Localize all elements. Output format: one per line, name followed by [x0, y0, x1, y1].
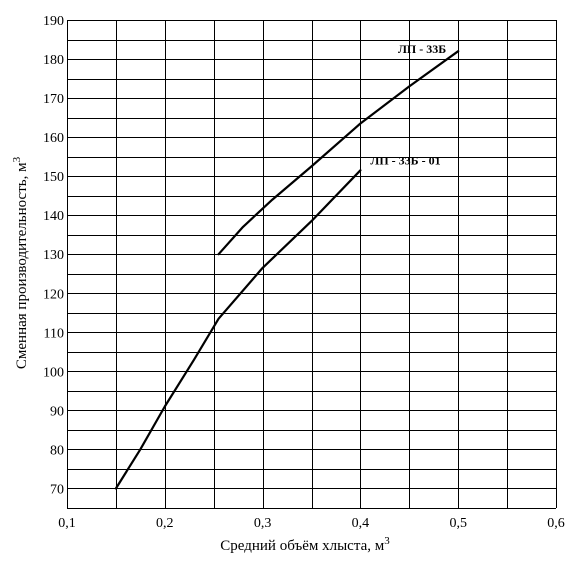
x-axis-title: Средний объём хлыста, м3 [220, 535, 390, 554]
y-tick-label: 160 [43, 131, 64, 146]
x-tick-label: 0,2 [156, 516, 174, 531]
y-tick-labels: 70 80 90 100 110 120 130 140 150 160 170 180 190 [43, 14, 64, 497]
y-tick-label: 100 [43, 365, 64, 380]
x-tick-label: 0,5 [449, 516, 467, 531]
x-tick-label: 0,3 [254, 516, 272, 531]
y-tick-label: 170 [43, 92, 64, 107]
y-tick-label: 150 [43, 170, 64, 185]
y-axis-title: Сменная производительность, м3 [11, 156, 30, 369]
y-tick-label: 130 [43, 248, 64, 263]
grid [67, 20, 557, 509]
x-tick-label: 0,1 [58, 516, 76, 531]
x-tick-label: 0,4 [352, 516, 370, 531]
x-tick-labels: 0,1 0,2 0,3 0,4 0,5 0,6 [58, 516, 565, 531]
x-axis-title-text: Средний объём хлыста, м [220, 538, 384, 554]
y-tick-label: 70 [50, 482, 64, 497]
y-tick-label: 180 [43, 53, 64, 68]
y-tick-label: 120 [43, 287, 64, 302]
y-tick-label: 90 [50, 404, 64, 419]
series-labels: ЛП - 33Б ЛП - 33Б - 01 [370, 42, 446, 167]
y-tick-label: 140 [43, 209, 64, 224]
series-label-2: ЛП - 33Б - 01 [370, 153, 440, 167]
y-tick-label: 80 [50, 443, 64, 458]
y-axis-title-sup: 3 [11, 156, 23, 162]
series-line-1 [217, 50, 460, 256]
series-lines [114, 50, 460, 490]
series-line-2 [114, 169, 362, 490]
x-tick-label: 0,6 [547, 516, 565, 531]
y-tick-label: 110 [44, 326, 64, 341]
y-tick-label: 190 [43, 14, 64, 29]
x-axis-title-sup: 3 [384, 535, 390, 547]
series-label-1: ЛП - 33Б [398, 42, 446, 56]
y-axis-title-text: Сменная производительность, м [14, 162, 30, 369]
